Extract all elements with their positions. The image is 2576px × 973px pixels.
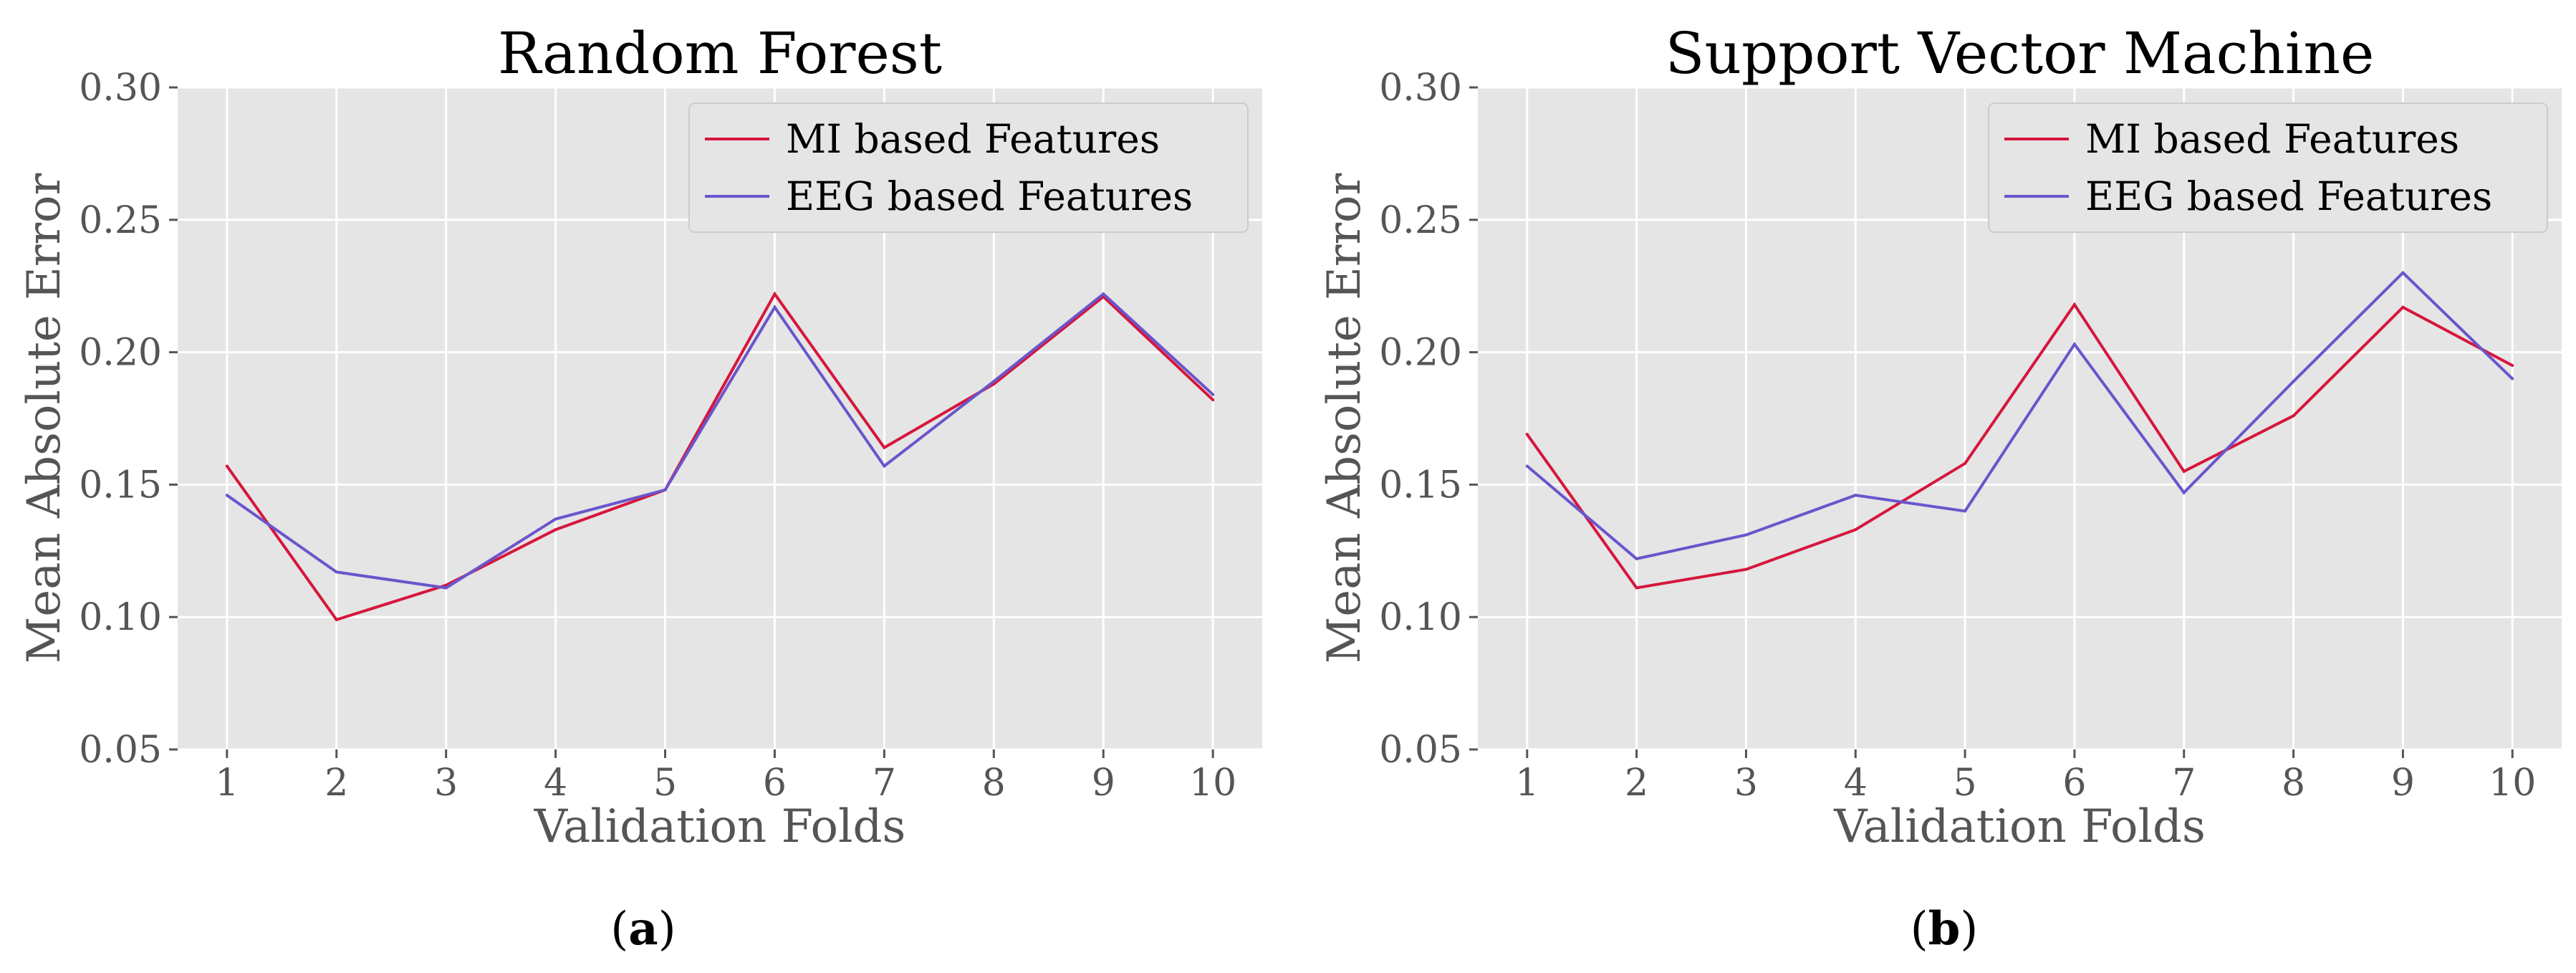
x-tick-label: 1: [215, 762, 239, 805]
data-point-eeg: [1964, 509, 1967, 513]
caption-letter: a: [628, 902, 658, 956]
data-point-mi: [1635, 586, 1638, 590]
y-axis-label: Mean Absolute Error: [1318, 173, 1371, 663]
legend-label-mi: MI based Features: [2085, 116, 2459, 162]
panel-caption: (b): [1911, 902, 1979, 956]
y-tick-label: 0.10: [79, 596, 162, 639]
y-tick-label: 0.20: [1379, 332, 1462, 375]
chart-title: Random Forest: [498, 20, 942, 87]
panel-caption: (a): [610, 902, 676, 956]
y-tick-label: 0.25: [79, 199, 162, 242]
x-tick-label: 7: [873, 762, 896, 805]
data-point-mi: [2292, 414, 2295, 418]
y-tick-label: 0.15: [1379, 464, 1462, 507]
series-line-eeg: [226, 292, 1214, 590]
chart-panel-a: 0.05 0.10 0.15 0.20 0.25 0.30 1 2 3 4 5 6 7 8 9 10 Rando…: [18, 20, 1262, 956]
data-point-eeg: [2401, 271, 2405, 274]
data-point-eeg: [663, 488, 667, 492]
y-axis-label: Mean Absolute Error: [18, 173, 71, 663]
x-tick-label: 7: [2172, 762, 2196, 805]
data-point-eeg: [1635, 557, 1638, 560]
data-point-mi: [225, 464, 229, 468]
legend-label-eeg: EEG based Features: [2085, 173, 2492, 219]
x-tick-label: 8: [2282, 762, 2305, 805]
y-tick-label: 0.30: [1379, 67, 1462, 110]
data-point-eeg: [1525, 464, 1529, 468]
y-tick-label: 0.10: [1379, 596, 1462, 639]
data-point-mi: [1964, 461, 1967, 465]
chart-panel-b: 0.05 0.10 0.15 0.20 0.25 0.30 1 2 3 4 5 6 7 8 9 10 Suppo…: [1318, 20, 2562, 956]
data-point-eeg: [2292, 380, 2295, 383]
data-point-eeg: [992, 380, 996, 383]
x-tick-label: 6: [763, 762, 787, 805]
data-point-eeg: [1744, 533, 1748, 537]
x-tick-label: 4: [544, 762, 567, 805]
data-point-eeg: [1102, 292, 1105, 296]
legend-label-mi: MI based Features: [786, 116, 1160, 162]
x-tick-label: 5: [1953, 762, 1977, 805]
x-tick-label: 10: [2489, 762, 2536, 805]
x-axis-label: Validation Folds: [534, 800, 906, 853]
data-point-eeg: [444, 586, 448, 590]
chart-title: Support Vector Machine: [1666, 20, 2375, 87]
y-tick-label: 0.20: [79, 332, 162, 375]
x-tick-label: 10: [1189, 762, 1236, 805]
y-tick-label: 0.05: [1379, 729, 1462, 772]
data-point-mi: [883, 446, 886, 449]
data-point-mi: [1211, 398, 1215, 402]
data-point-eeg: [1211, 393, 1215, 396]
caption-paren-close: ): [1960, 903, 1978, 956]
x-tick-label: 2: [1625, 762, 1648, 805]
data-point-eeg: [773, 305, 777, 309]
caption-paren-close: ): [658, 903, 676, 956]
data-point-eeg: [335, 570, 338, 574]
data-point-eeg: [2511, 377, 2514, 380]
series-line-eeg: [1526, 270, 2514, 561]
x-tick-label: 9: [1092, 762, 1115, 805]
legend: MI based Features EEG based Features: [1988, 102, 2548, 233]
legend: MI based Features EEG based Features: [688, 102, 1249, 233]
x-tick-label: 8: [982, 762, 1006, 805]
data-point-mi: [2182, 469, 2186, 473]
x-tick-label: 4: [1844, 762, 1868, 805]
y-tick-label: 0.25: [1379, 199, 1462, 242]
data-point-eeg: [883, 464, 886, 468]
x-tick-label: 5: [653, 762, 677, 805]
x-tick-label: 6: [2062, 762, 2086, 805]
y-tick-label: 0.15: [79, 464, 162, 507]
data-point-eeg: [2182, 491, 2186, 494]
data-point-mi: [1854, 528, 1857, 532]
legend-box: [688, 102, 1249, 233]
data-point-mi: [554, 528, 557, 532]
legend-box: [1988, 102, 2548, 233]
data-point-eeg: [2072, 342, 2076, 346]
data-point-eeg: [225, 494, 229, 497]
data-point-mi: [773, 292, 777, 296]
x-axis-label: Validation Folds: [1833, 800, 2206, 853]
series-line-mi: [226, 291, 1214, 622]
x-tick-label: 1: [1515, 762, 1539, 805]
data-point-mi: [2072, 303, 2076, 307]
data-point-mi: [1525, 433, 1529, 436]
data-point-mi: [1744, 567, 1748, 571]
legend-label-eeg: EEG based Features: [786, 173, 1193, 219]
data-point-eeg: [554, 517, 557, 521]
data-point-mi: [2401, 305, 2405, 309]
x-tick-label: 3: [434, 762, 458, 805]
y-tick-label: 0.30: [79, 67, 162, 110]
y-tick-label: 0.05: [79, 729, 162, 772]
data-point-mi: [2511, 364, 2514, 368]
caption-letter: b: [1928, 902, 1961, 956]
x-tick-label: 3: [1734, 762, 1758, 805]
caption-paren-open: (: [610, 903, 628, 956]
x-tick-label: 2: [325, 762, 348, 805]
data-point-eeg: [1854, 494, 1857, 497]
series-line-mi: [1526, 302, 2514, 590]
x-tick-label: 9: [2391, 762, 2415, 805]
caption-paren-open: (: [1911, 903, 1928, 956]
data-point-mi: [335, 618, 338, 621]
